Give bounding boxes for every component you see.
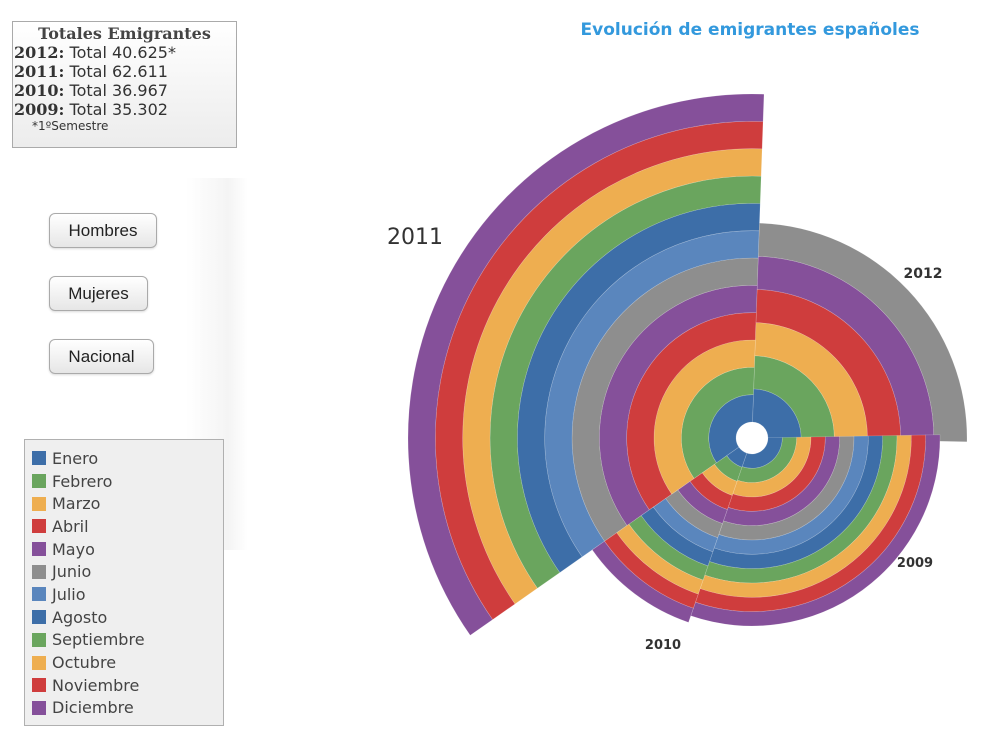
legend-label: Julio: [52, 584, 86, 604]
ring-2011-febrero[interactable]: [681, 367, 755, 479]
ring-2012-febrero[interactable]: [753, 355, 835, 440]
series-label-2010: 2010: [645, 638, 681, 653]
ring-2009-abril[interactable]: [727, 436, 826, 512]
ring-2011-enero[interactable]: [708, 394, 754, 464]
ring-2010-julio[interactable]: [652, 498, 719, 553]
legend-label: Febrero: [52, 471, 113, 491]
legend-swatch: [32, 451, 46, 466]
ring-2010-abril[interactable]: [689, 472, 733, 510]
legend-item-septiembre[interactable]: Septiembre: [25, 629, 223, 652]
chart-title: Evolución de emigrantes españoles: [580, 20, 920, 40]
legend-item-diciembre[interactable]: Diciembre: [25, 697, 223, 720]
legend-label: Diciembre: [52, 698, 134, 718]
ring-2010-octubre[interactable]: [616, 523, 704, 595]
ring-2010-marzo[interactable]: [701, 463, 738, 496]
legend-label: Octubre: [52, 653, 117, 673]
ring-2012-abril[interactable]: [755, 289, 901, 441]
ring-2009-junio[interactable]: [718, 435, 855, 541]
legend-swatch: [32, 542, 46, 557]
series-2009: [690, 434, 941, 627]
legend-swatch: [32, 564, 46, 579]
ring-2012-junio[interactable]: [758, 222, 968, 443]
legend-swatch: [32, 610, 46, 625]
ring-2011-noviembre[interactable]: [435, 121, 764, 621]
totals-value: Total 36.967: [69, 81, 168, 100]
totals-row-2009: 2009: Total 35.302: [13, 100, 236, 119]
legend-swatch: [32, 587, 46, 602]
month-legend: Enero Febrero Marzo Abril Mayo Junio Julio Agos…: [24, 439, 224, 726]
legend-label: Agosto: [52, 607, 108, 627]
hombres-button[interactable]: Hombres: [49, 213, 157, 248]
legend-item-abril[interactable]: Abril: [25, 515, 223, 538]
series-label-2012: 2012: [904, 266, 943, 282]
legend-swatch: [32, 496, 46, 511]
legend-item-octubre[interactable]: Octubre: [25, 651, 223, 674]
ring-2011-mayo[interactable]: [599, 285, 758, 526]
ring-2011-abril[interactable]: [626, 312, 757, 511]
legend-item-marzo[interactable]: Marzo: [25, 492, 223, 515]
ring-2010-septiembre[interactable]: [628, 515, 709, 581]
legend-label: Abril: [52, 516, 89, 536]
legend-label: Junio: [52, 562, 92, 582]
totals-title: Totales Emigrantes: [38, 24, 211, 43]
totals-row-2012: 2012: Total 40.625*: [13, 43, 236, 62]
legend-item-enero[interactable]: Enero: [25, 447, 223, 470]
legend-item-mayo[interactable]: Mayo: [25, 538, 223, 561]
legend-label: Septiembre: [52, 630, 145, 650]
ring-2010-noviembre[interactable]: [604, 532, 699, 609]
legend-item-noviembre[interactable]: Noviembre: [25, 674, 223, 697]
totals-value: Total 35.302: [69, 100, 168, 119]
ring-2010-junio[interactable]: [665, 489, 723, 539]
ring-2009-octubre[interactable]: [699, 434, 912, 598]
totals-note: *1ºSemestre: [32, 119, 109, 133]
legend-swatch: [32, 474, 46, 489]
legend-label: Enero: [52, 448, 99, 468]
totals-year: 2010:: [14, 81, 65, 100]
totals-value: Total 62.611: [69, 62, 168, 81]
legend-swatch: [32, 632, 46, 647]
legend-item-julio[interactable]: Julio: [25, 583, 223, 606]
legend-label: Noviembre: [52, 675, 140, 695]
ring-2010-febrero[interactable]: [714, 455, 743, 482]
ring-2010-enero[interactable]: [726, 446, 748, 468]
ring-2011-junio[interactable]: [571, 257, 759, 542]
legend-item-febrero[interactable]: Febrero: [25, 470, 223, 493]
ring-2009-noviembre[interactable]: [695, 434, 926, 612]
totals-year: 2011:: [14, 62, 65, 81]
ring-2009-marzo[interactable]: [732, 436, 812, 498]
series-2012: [752, 222, 968, 443]
legend-swatch: [32, 678, 46, 693]
totals-panel: Totales Emigrantes 2012: Total 40.625* 2…: [12, 21, 237, 148]
totals-row-2010: 2010: Total 36.967: [13, 81, 236, 100]
legend-swatch: [32, 655, 46, 670]
legend-swatch: [32, 519, 46, 534]
ring-2011-marzo[interactable]: [653, 339, 756, 495]
series-2010: [591, 446, 748, 623]
totals-year: 2009:: [14, 100, 65, 119]
legend-item-agosto[interactable]: Agosto: [25, 606, 223, 629]
legend-item-junio[interactable]: Junio: [25, 560, 223, 583]
mujeres-button[interactable]: Mujeres: [49, 276, 148, 311]
ring-2009-septiembre[interactable]: [704, 435, 898, 584]
ring-2010-diciembre[interactable]: [591, 540, 694, 623]
legend-label: Mayo: [52, 539, 95, 559]
series-label-2009: 2009: [897, 556, 933, 571]
totals-value: Total 40.625*: [69, 43, 176, 62]
ring-2010-mayo[interactable]: [677, 480, 728, 525]
ring-2009-diciembre[interactable]: [690, 434, 941, 627]
ring-2009-julio[interactable]: [713, 435, 869, 555]
legend-label: Marzo: [52, 494, 101, 514]
series-label-2011: 2011: [387, 225, 443, 250]
nacional-button[interactable]: Nacional: [49, 339, 154, 374]
totals-row-2011: 2011: Total 62.611: [13, 62, 236, 81]
ring-2011-diciembre[interactable]: [407, 93, 765, 636]
ring-2009-mayo[interactable]: [723, 436, 840, 526]
legend-swatch: [32, 700, 46, 715]
series-2011: [407, 93, 765, 636]
totals-year: 2012:: [14, 43, 65, 62]
